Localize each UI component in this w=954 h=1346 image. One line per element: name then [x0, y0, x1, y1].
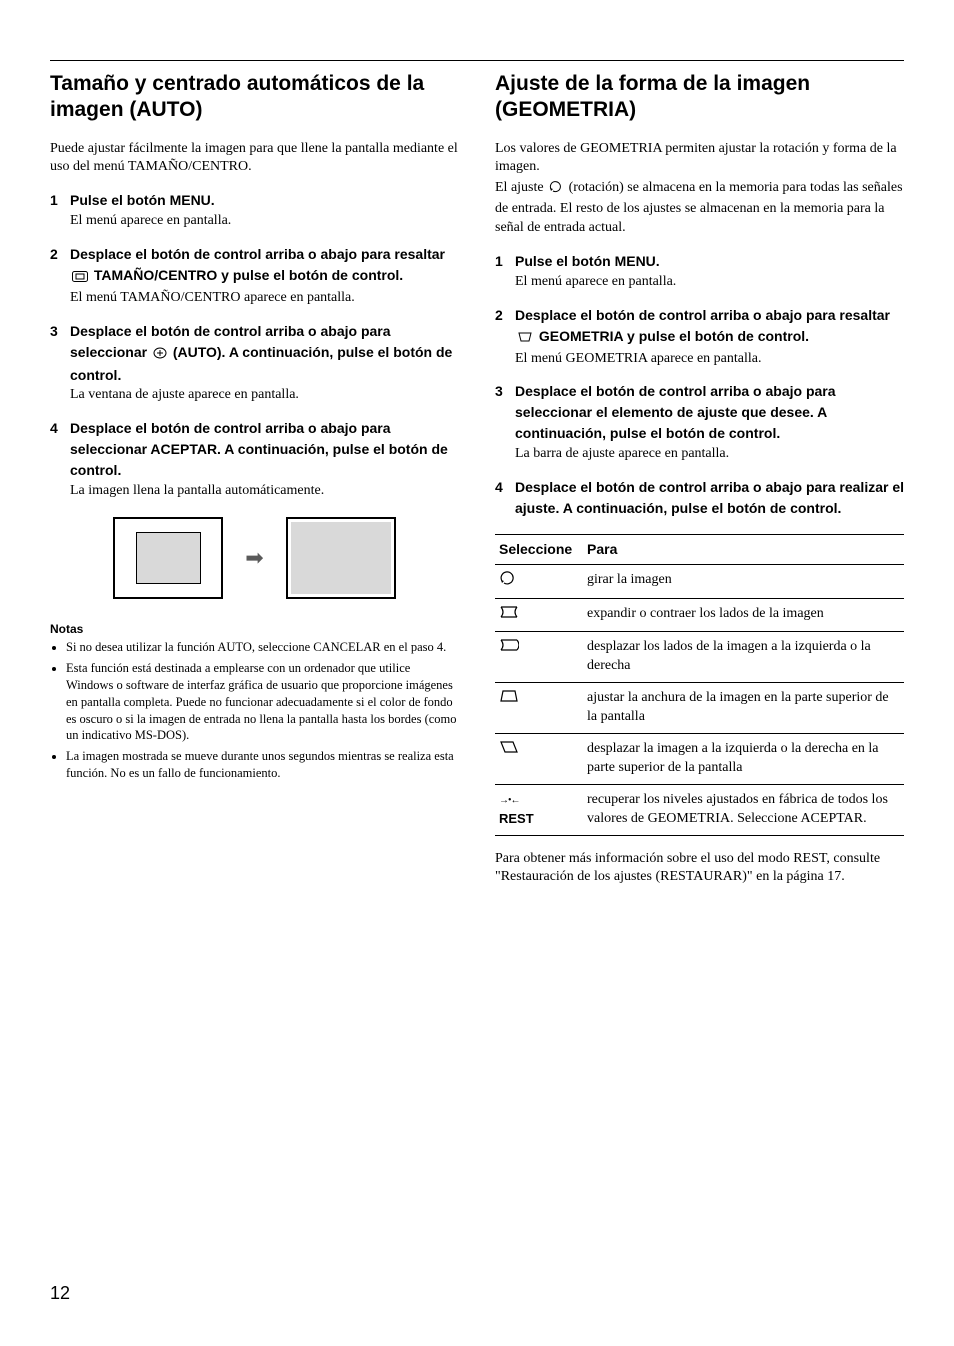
- keystone-icon: [499, 692, 519, 707]
- step-number: 4: [50, 419, 58, 438]
- left-intro: Puede ajustar fácilmente la imagen para …: [50, 140, 459, 178]
- right-heading: Ajuste de la forma de la imagen (GEOMETR…: [495, 71, 904, 124]
- table-row: desplazar los lados de la imagen a la iz…: [495, 632, 904, 683]
- right-step-4: 4 Desplace el botón de control arriba o …: [495, 478, 904, 520]
- left-step-1: 1 Pulse el botón MENU. El menú aparece e…: [50, 191, 459, 231]
- right-step-3: 3 Desplace el botón de control arriba o …: [495, 382, 904, 464]
- geometry-icon: [517, 331, 533, 350]
- table-row: expandir o contraer los lados de la imag…: [495, 598, 904, 632]
- cell-text: recuperar los niveles ajustados en fábri…: [583, 784, 904, 835]
- cell-icon: [495, 632, 583, 683]
- cell-text: ajustar la anchura de la imagen en la pa…: [583, 683, 904, 734]
- cell-icon: →•← REST: [495, 784, 583, 835]
- table-row: →•← REST recuperar los niveles ajustados…: [495, 784, 904, 835]
- right-column: Ajuste de la forma de la imagen (GEOMETR…: [495, 71, 904, 901]
- right-step-1: 1 Pulse el botón MENU. El menú aparece e…: [495, 252, 904, 292]
- figure-after: [286, 517, 396, 599]
- step-body: La barra de ajuste aparece en pantalla.: [515, 446, 729, 461]
- step-number: 2: [495, 306, 503, 325]
- left-column: Tamaño y centrado automáticos de la imag…: [50, 71, 459, 901]
- figure-after-inner: [291, 522, 391, 594]
- step-title: Desplace el botón de control arriba o ab…: [515, 479, 904, 516]
- right-intro-1: Los valores de GEOMETRIA permiten ajusta…: [495, 140, 904, 178]
- figure-before: [113, 517, 223, 599]
- two-column-layout: Tamaño y centrado automáticos de la imag…: [50, 71, 904, 901]
- step-title-post: TAMAÑO/CENTRO y pulse el botón de contro…: [90, 267, 403, 283]
- geometry-table: Seleccione Para girar la imagen expandir…: [495, 534, 904, 836]
- step-number: 1: [495, 252, 503, 271]
- page-number: 12: [50, 1281, 904, 1305]
- right-step-2: 2 Desplace el botón de control arriba o …: [495, 306, 904, 369]
- step-number: 3: [495, 382, 503, 401]
- step-body: El menú GEOMETRIA aparece en pantalla.: [515, 351, 761, 366]
- left-step-4: 4 Desplace el botón de control arriba o …: [50, 419, 459, 501]
- left-step-2: 2 Desplace el botón de control arriba o …: [50, 245, 459, 308]
- step-number: 2: [50, 245, 58, 264]
- step-body: La ventana de ajuste aparece en pantalla…: [70, 387, 299, 402]
- cell-text: desplazar los lados de la imagen a la iz…: [583, 632, 904, 683]
- step-body: El menú TAMAÑO/CENTRO aparece en pantall…: [70, 290, 355, 305]
- cell-icon: [495, 564, 583, 598]
- reset-label: REST: [499, 810, 579, 828]
- auto-icon: [153, 347, 167, 366]
- figure-before-inner: [136, 532, 201, 584]
- cell-text: expandir o contraer los lados de la imag…: [583, 598, 904, 632]
- cell-text: desplazar la imagen a la izquierda o la …: [583, 733, 904, 784]
- cell-text: girar la imagen: [583, 564, 904, 598]
- step-title: Desplace el botón de control arriba o ab…: [70, 420, 448, 478]
- step-number: 1: [50, 191, 58, 210]
- cell-icon: [495, 683, 583, 734]
- key-balance-icon: [499, 743, 519, 758]
- cell-icon: [495, 733, 583, 784]
- step-title: Pulse el botón MENU.: [70, 192, 215, 208]
- intro2-pre: El ajuste: [495, 180, 547, 195]
- table-header-for: Para: [583, 534, 904, 564]
- size-center-icon: [72, 270, 88, 289]
- notes-list: Si no desea utilizar la función AUTO, se…: [50, 639, 459, 782]
- note-item: Si no desea utilizar la función AUTO, se…: [66, 639, 459, 656]
- table-row: girar la imagen: [495, 564, 904, 598]
- step-title-post: GEOMETRIA y pulse el botón de control.: [535, 328, 809, 344]
- note-item: Esta función está destinada a emplearse …: [66, 660, 459, 744]
- arrow-right-icon: ➡: [245, 543, 263, 573]
- note-item: La imagen mostrada se mueve durante unos…: [66, 748, 459, 782]
- pincushion-icon: [499, 608, 519, 623]
- cell-icon: [495, 598, 583, 632]
- rotate-icon: [499, 574, 517, 589]
- step-title-pre: Desplace el botón de control arriba o ab…: [70, 246, 445, 262]
- page: Tamaño y centrado automáticos de la imag…: [50, 60, 904, 1306]
- left-heading: Tamaño y centrado automáticos de la imag…: [50, 71, 459, 124]
- step-body: El menú aparece en pantalla.: [515, 274, 676, 289]
- pin-balance-icon: [499, 641, 519, 656]
- step-title: Pulse el botón MENU.: [515, 253, 660, 269]
- left-step-3: 3 Desplace el botón de control arriba o …: [50, 322, 459, 406]
- step-title: Desplace el botón de control arriba o ab…: [515, 383, 836, 441]
- step-number: 4: [495, 478, 503, 497]
- table-header-select: Seleccione: [495, 534, 583, 564]
- right-intro-2: El ajuste (rotación) se almacena en la m…: [495, 179, 904, 238]
- step-body: La imagen llena la pantalla automáticame…: [70, 483, 324, 498]
- notes-heading: Notas: [50, 621, 459, 637]
- step-title-pre: Desplace el botón de control arriba o ab…: [515, 307, 890, 323]
- step-number: 3: [50, 322, 58, 341]
- table-row: desplazar la imagen a la izquierda o la …: [495, 733, 904, 784]
- right-outro: Para obtener más información sobre el us…: [495, 850, 904, 888]
- rotate-icon: [549, 181, 563, 200]
- auto-figure: ➡: [50, 517, 459, 599]
- reset-icon: →•←: [499, 795, 520, 806]
- table-row: ajustar la anchura de la imagen en la pa…: [495, 683, 904, 734]
- step-body: El menú aparece en pantalla.: [70, 213, 231, 228]
